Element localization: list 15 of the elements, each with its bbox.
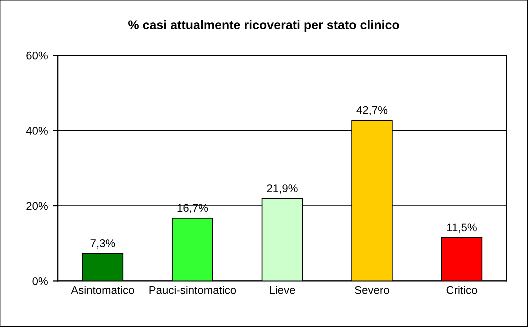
data-label: 11,5% — [448, 224, 477, 233]
y-tick-label: 40% — [26, 127, 48, 135]
x-tick-label: Severo — [355, 286, 390, 294]
x-tick-label: Critico — [446, 286, 478, 294]
x-tick-label: Asintomatico — [71, 286, 134, 294]
data-label: 7,3% — [90, 240, 116, 249]
y-tick-label: 20% — [26, 202, 48, 210]
chart-title: % casi attualmente ricoverati per stato clinico — [128, 20, 400, 32]
y-tick-label: 60% — [26, 52, 48, 60]
data-label: 42,7% — [356, 106, 388, 116]
y-tick-label: 0% — [32, 277, 48, 286]
data-label: 21,9% — [267, 184, 298, 194]
x-tick-label: Lieve — [270, 286, 296, 294]
x-tick-label: Pauci-sintomatico — [150, 286, 236, 294]
data-label: 16,7% — [178, 204, 208, 214]
